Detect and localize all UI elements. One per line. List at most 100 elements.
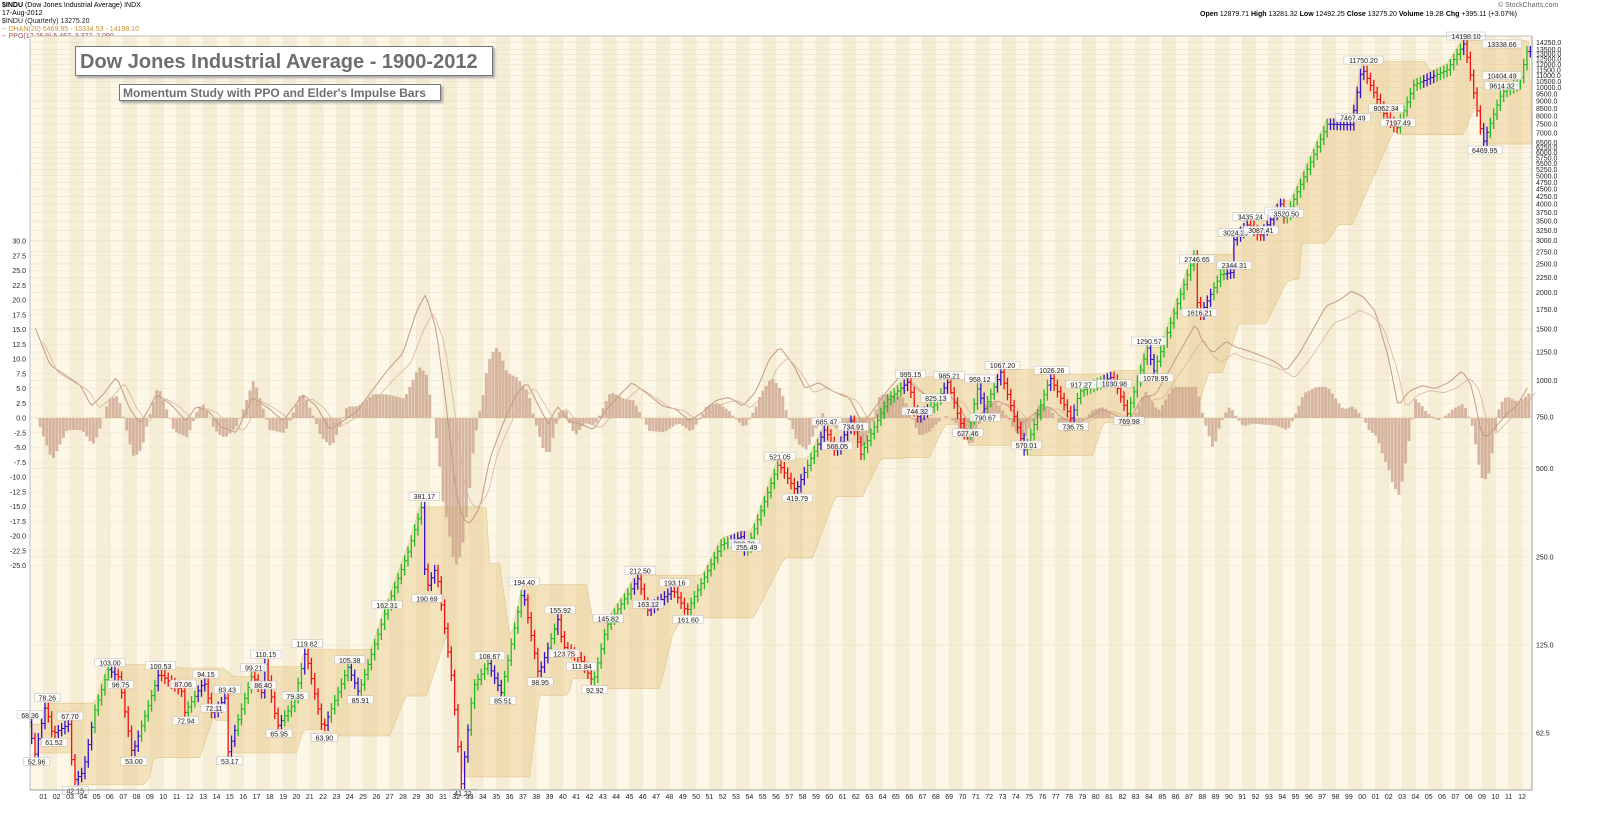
ppo-histogram-bar — [411, 379, 415, 419]
x-axis-label: 75 — [1025, 794, 1033, 801]
ppo-histogram-bar — [934, 418, 938, 425]
swing-label-text: 94.15 — [197, 672, 215, 679]
ppo-histogram-bar — [1327, 388, 1331, 419]
quote-value: 19.2B — [1425, 11, 1444, 18]
ppo-histogram-bar — [201, 404, 205, 419]
x-axis-label: 65 — [892, 794, 900, 801]
ppo-histogram-bar — [891, 395, 895, 419]
swing-label: 123.75 — [548, 649, 580, 658]
swing-label: 6469.95 — [1467, 145, 1503, 155]
ppo-histogram-bar — [355, 406, 358, 419]
ppo-histogram-bar — [1510, 398, 1514, 419]
swing-label-box — [249, 680, 277, 690]
ppo-axis-label: 22.5 — [12, 283, 26, 290]
ppo-histogram-bar — [1410, 418, 1414, 420]
ppo-histogram-bar — [574, 418, 578, 435]
swing-label-text: 161.60 — [677, 617, 699, 624]
x-axis-label: 09 — [1478, 794, 1486, 801]
swing-label: 11750.20 — [1343, 55, 1384, 65]
swing-label: 627.46 — [952, 428, 984, 438]
year-band — [1002, 36, 1016, 790]
x-axis-label: 66 — [905, 794, 913, 801]
ppo-histogram-bar — [591, 418, 595, 425]
x-axis-label: 88 — [1198, 794, 1206, 801]
year-band — [442, 36, 457, 790]
ppo-histogram-bar — [211, 418, 215, 427]
ppo-histogram-bar — [1384, 418, 1388, 462]
x-axis-label: 21 — [306, 794, 314, 801]
ppo-histogram-bar — [188, 418, 192, 431]
x-axis-label: 84 — [1145, 794, 1153, 801]
ppo-histogram-bar — [614, 394, 618, 419]
ppo-histogram-bar — [378, 394, 382, 419]
ppo-histogram-bar — [1280, 418, 1284, 429]
ppo-histogram-bar — [1450, 409, 1454, 419]
ppo-histogram-bar — [784, 410, 788, 419]
ppo-histogram-bar — [1081, 418, 1084, 421]
swing-label-box — [566, 661, 597, 671]
swing-label-box — [1179, 254, 1215, 264]
ppo-histogram-bar — [1390, 418, 1394, 483]
year-band — [1215, 36, 1229, 790]
x-axis-label: 50 — [692, 794, 700, 801]
ppo-histogram-bar — [385, 394, 388, 419]
x-axis-label: 44 — [612, 794, 620, 801]
x-axis-label: 11 — [173, 794, 180, 801]
swing-label: 162.31 — [371, 600, 403, 610]
ppo-histogram-bar — [841, 418, 845, 427]
quote-label: Low — [1297, 11, 1316, 18]
ppo-histogram-bar — [1457, 405, 1461, 419]
swing-label-text: 3435.24 — [1238, 215, 1263, 222]
ppo-histogram-bar — [78, 418, 82, 431]
ppo-histogram-bar — [874, 409, 878, 419]
ppo-histogram-bar — [215, 418, 219, 432]
ppo-histogram-bar — [1177, 386, 1181, 419]
ppo-histogram-bar — [1277, 418, 1281, 427]
x-axis-label: 36 — [506, 794, 514, 801]
x-axis-label: 32 — [452, 794, 460, 801]
ppo-histogram-bar — [1087, 414, 1091, 419]
swing-label: 92.92 — [581, 685, 609, 695]
swing-label-box — [920, 393, 952, 403]
ppo-histogram-bar — [984, 404, 988, 419]
swing-label-text: 985.21 — [938, 373, 960, 380]
x-axis-label: 04 — [79, 794, 87, 801]
swing-label-text: 685.47 — [816, 420, 838, 427]
ppo-histogram-bar — [1134, 412, 1138, 419]
ppo-histogram-bar — [1037, 405, 1041, 419]
ppo-histogram-bar — [1394, 418, 1398, 490]
swing-label-text: 627.46 — [957, 431, 979, 438]
ppo-histogram-bar — [744, 418, 748, 426]
swing-label-box — [811, 417, 843, 426]
ppo-histogram-bar — [994, 402, 998, 419]
swing-label-box — [1034, 365, 1070, 375]
x-axis-label: 92 — [1252, 794, 1260, 801]
ppo-histogram-bar — [1467, 416, 1471, 419]
swing-label-box — [1467, 145, 1503, 155]
x-axis-label: 29 — [412, 794, 420, 801]
ppo-histogram-bar — [1297, 405, 1301, 419]
ppo-axis-label: -25.0 — [10, 563, 26, 570]
ppo-histogram-bar — [1264, 418, 1268, 425]
x-axis-label: 82 — [1118, 794, 1126, 801]
ppo-histogram-bar — [315, 418, 319, 424]
ppo-histogram-bar — [974, 418, 978, 434]
swing-label: 14198.10 — [1446, 31, 1486, 41]
ppo-histogram-bar — [58, 418, 62, 445]
swing-label-box — [764, 452, 796, 461]
swing-label: 7197.49 — [1380, 118, 1416, 127]
symbol-name: (Dow Jones Industrial Average) — [24, 2, 123, 9]
ppo-histogram-bar — [408, 386, 412, 419]
ppo-histogram-bar — [584, 418, 588, 424]
swing-label-text: 255.49 — [736, 545, 758, 552]
ppo-histogram-bar — [311, 415, 315, 419]
quote-label: Volume — [1396, 11, 1426, 18]
year-band — [336, 36, 350, 790]
x-axis-label: 01 — [39, 794, 47, 801]
quote-value: 13275.20 — [1367, 11, 1397, 18]
ppo-histogram-bar — [375, 394, 378, 419]
swing-label-text: 92.92 — [586, 688, 604, 695]
swing-label-text: 108.67 — [479, 654, 501, 661]
ppo-histogram-bar — [508, 373, 512, 419]
ppo-histogram-bar — [291, 412, 295, 419]
